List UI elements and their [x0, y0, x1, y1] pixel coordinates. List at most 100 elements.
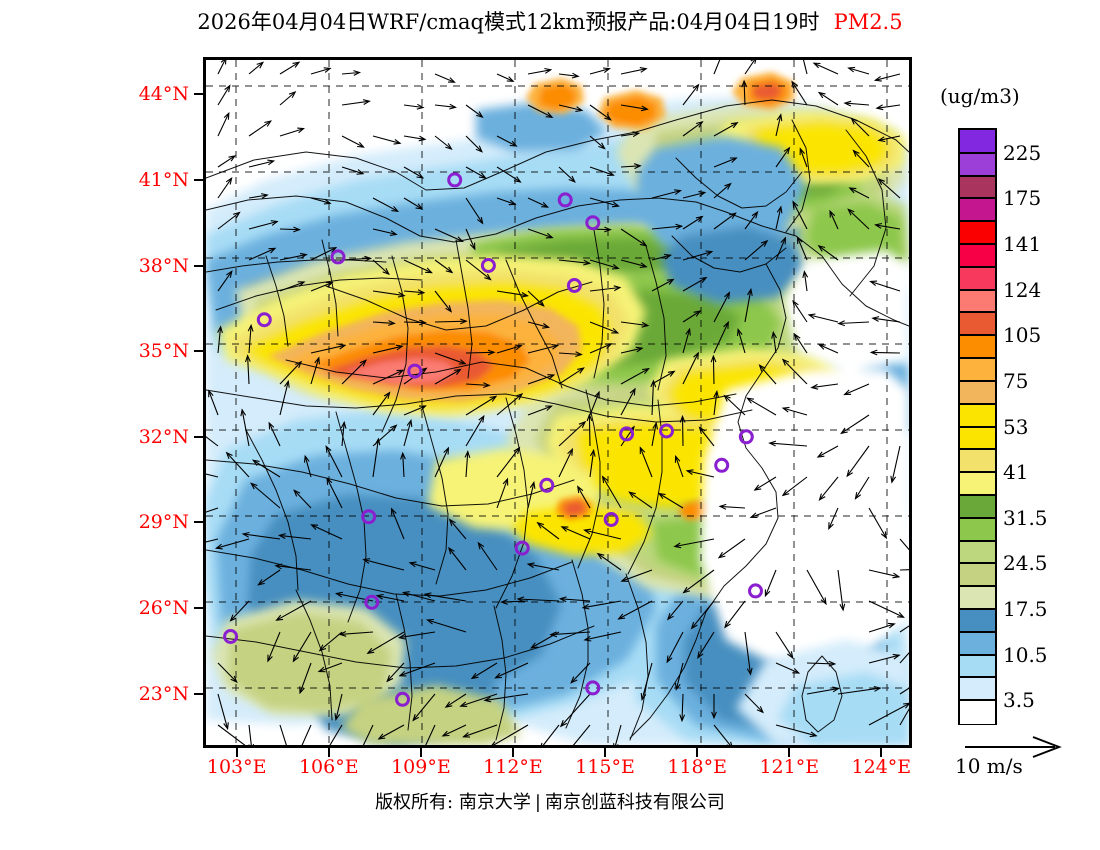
wind-barb	[527, 374, 556, 385]
colorbar-tick-label-31.5: 31.5	[1003, 505, 1048, 530]
wind-barb	[496, 135, 518, 147]
wind-barb	[847, 66, 870, 75]
colorbar-separator-24	[960, 676, 995, 679]
wind-barb	[650, 379, 657, 416]
wind-barb	[744, 693, 764, 714]
wind-barb	[781, 358, 808, 385]
monitoring-station-marker[interactable]	[659, 423, 674, 439]
colorbar[interactable]	[958, 128, 997, 725]
wind-barb	[679, 414, 686, 447]
wind-barb	[491, 724, 529, 745]
wind-barb	[666, 631, 684, 664]
monitoring-station-marker[interactable]	[407, 363, 423, 379]
wind-barb	[799, 147, 808, 168]
wind-barb	[527, 197, 550, 208]
wind-barb	[601, 475, 622, 509]
wind-barb	[771, 330, 777, 354]
colorbar-separator-20	[960, 585, 995, 588]
wind-barb	[758, 364, 777, 385]
monitoring-station-marker[interactable]	[514, 540, 530, 556]
monitoring-station-marker[interactable]	[738, 429, 754, 445]
colorbar-separator-2	[960, 174, 995, 177]
colorbar-band-20	[960, 586, 995, 610]
monitoring-station-marker[interactable]	[566, 278, 582, 293]
wind-barb	[214, 538, 250, 550]
monitoring-station-marker[interactable]	[748, 583, 763, 599]
wind-barb	[589, 259, 620, 270]
wind-barb	[241, 531, 281, 540]
wind-barb	[682, 191, 707, 199]
wind-barb	[620, 163, 642, 170]
monitoring-station-marker[interactable]	[585, 680, 601, 696]
monitoring-station-marker[interactable]	[330, 249, 346, 265]
wind-barb	[217, 693, 229, 731]
colorbar-tick-label-141: 141	[1003, 232, 1042, 257]
wind-barb	[434, 259, 454, 274]
monitoring-station-marker[interactable]	[364, 594, 380, 610]
wind-barb	[806, 660, 837, 667]
wind-barb	[310, 67, 332, 75]
map-plot-area[interactable]	[203, 57, 912, 748]
colorbar-band-6	[960, 266, 995, 291]
wind-barb	[713, 122, 739, 137]
monitoring-station-marker[interactable]	[557, 192, 573, 208]
colorbar-band-18	[960, 540, 995, 564]
wind-barb	[775, 205, 783, 230]
wind-barb	[279, 379, 290, 416]
wind-barb	[682, 121, 704, 137]
wind-barb	[434, 446, 450, 478]
wind-barb	[775, 662, 801, 674]
wind-barb	[326, 477, 343, 509]
wind-barb	[441, 724, 467, 737]
wind-barb	[465, 349, 496, 356]
monitoring-station-marker[interactable]	[714, 457, 730, 473]
wind-barb	[589, 390, 600, 416]
wind-barb	[890, 445, 901, 484]
wind-barb	[620, 131, 641, 138]
wind-barb	[465, 414, 485, 447]
wind-barb	[620, 259, 648, 269]
monitoring-station-marker[interactable]	[619, 426, 635, 442]
monitoring-station-marker[interactable]	[223, 629, 239, 644]
wind-barb	[690, 600, 715, 630]
colorbar-tick-label-225: 225	[1003, 140, 1042, 165]
wind-barb	[434, 290, 453, 313]
wind-barb	[682, 215, 704, 230]
monitoring-station-marker[interactable]	[447, 172, 463, 188]
wind-barb	[527, 290, 545, 307]
monitoring-station-marker[interactable]	[361, 509, 377, 525]
wind-barb	[434, 352, 467, 365]
wind-barb	[412, 693, 436, 722]
wind-barb	[425, 724, 436, 745]
wind-barb	[560, 526, 591, 540]
monitoring-station-marker[interactable]	[539, 477, 555, 493]
lon-tick-124	[880, 748, 883, 757]
wind-barb	[868, 507, 888, 540]
monitoring-station-marker[interactable]	[603, 512, 619, 527]
monitoring-station-marker[interactable]	[395, 691, 410, 707]
wind-barb	[248, 193, 269, 199]
colorbar-band-12	[960, 403, 995, 428]
wind-barb	[577, 485, 591, 509]
wind-barb	[477, 541, 498, 571]
lat-label-32: 32°N	[138, 425, 189, 448]
lat-tick-41	[194, 178, 203, 181]
monitoring-station-marker[interactable]	[256, 312, 272, 328]
lon-label-112: 112°E	[483, 756, 543, 778]
colorbar-band-2	[960, 175, 995, 200]
wind-barb	[589, 321, 620, 334]
colorbar-separator-19	[960, 562, 995, 565]
wind-barb	[465, 259, 492, 281]
wind-barb	[248, 120, 273, 137]
wind-barb	[559, 693, 591, 728]
wind-barb	[462, 724, 498, 738]
monitoring-station-marker[interactable]	[480, 258, 496, 273]
wind-barb	[217, 111, 230, 137]
wind-barb	[372, 391, 391, 416]
wind-barb	[217, 84, 231, 106]
wind-barb	[846, 445, 870, 478]
monitoring-station-marker[interactable]	[585, 215, 601, 231]
wind-barb	[303, 454, 312, 478]
wind-barb	[775, 146, 791, 168]
wind-barb	[843, 100, 870, 107]
